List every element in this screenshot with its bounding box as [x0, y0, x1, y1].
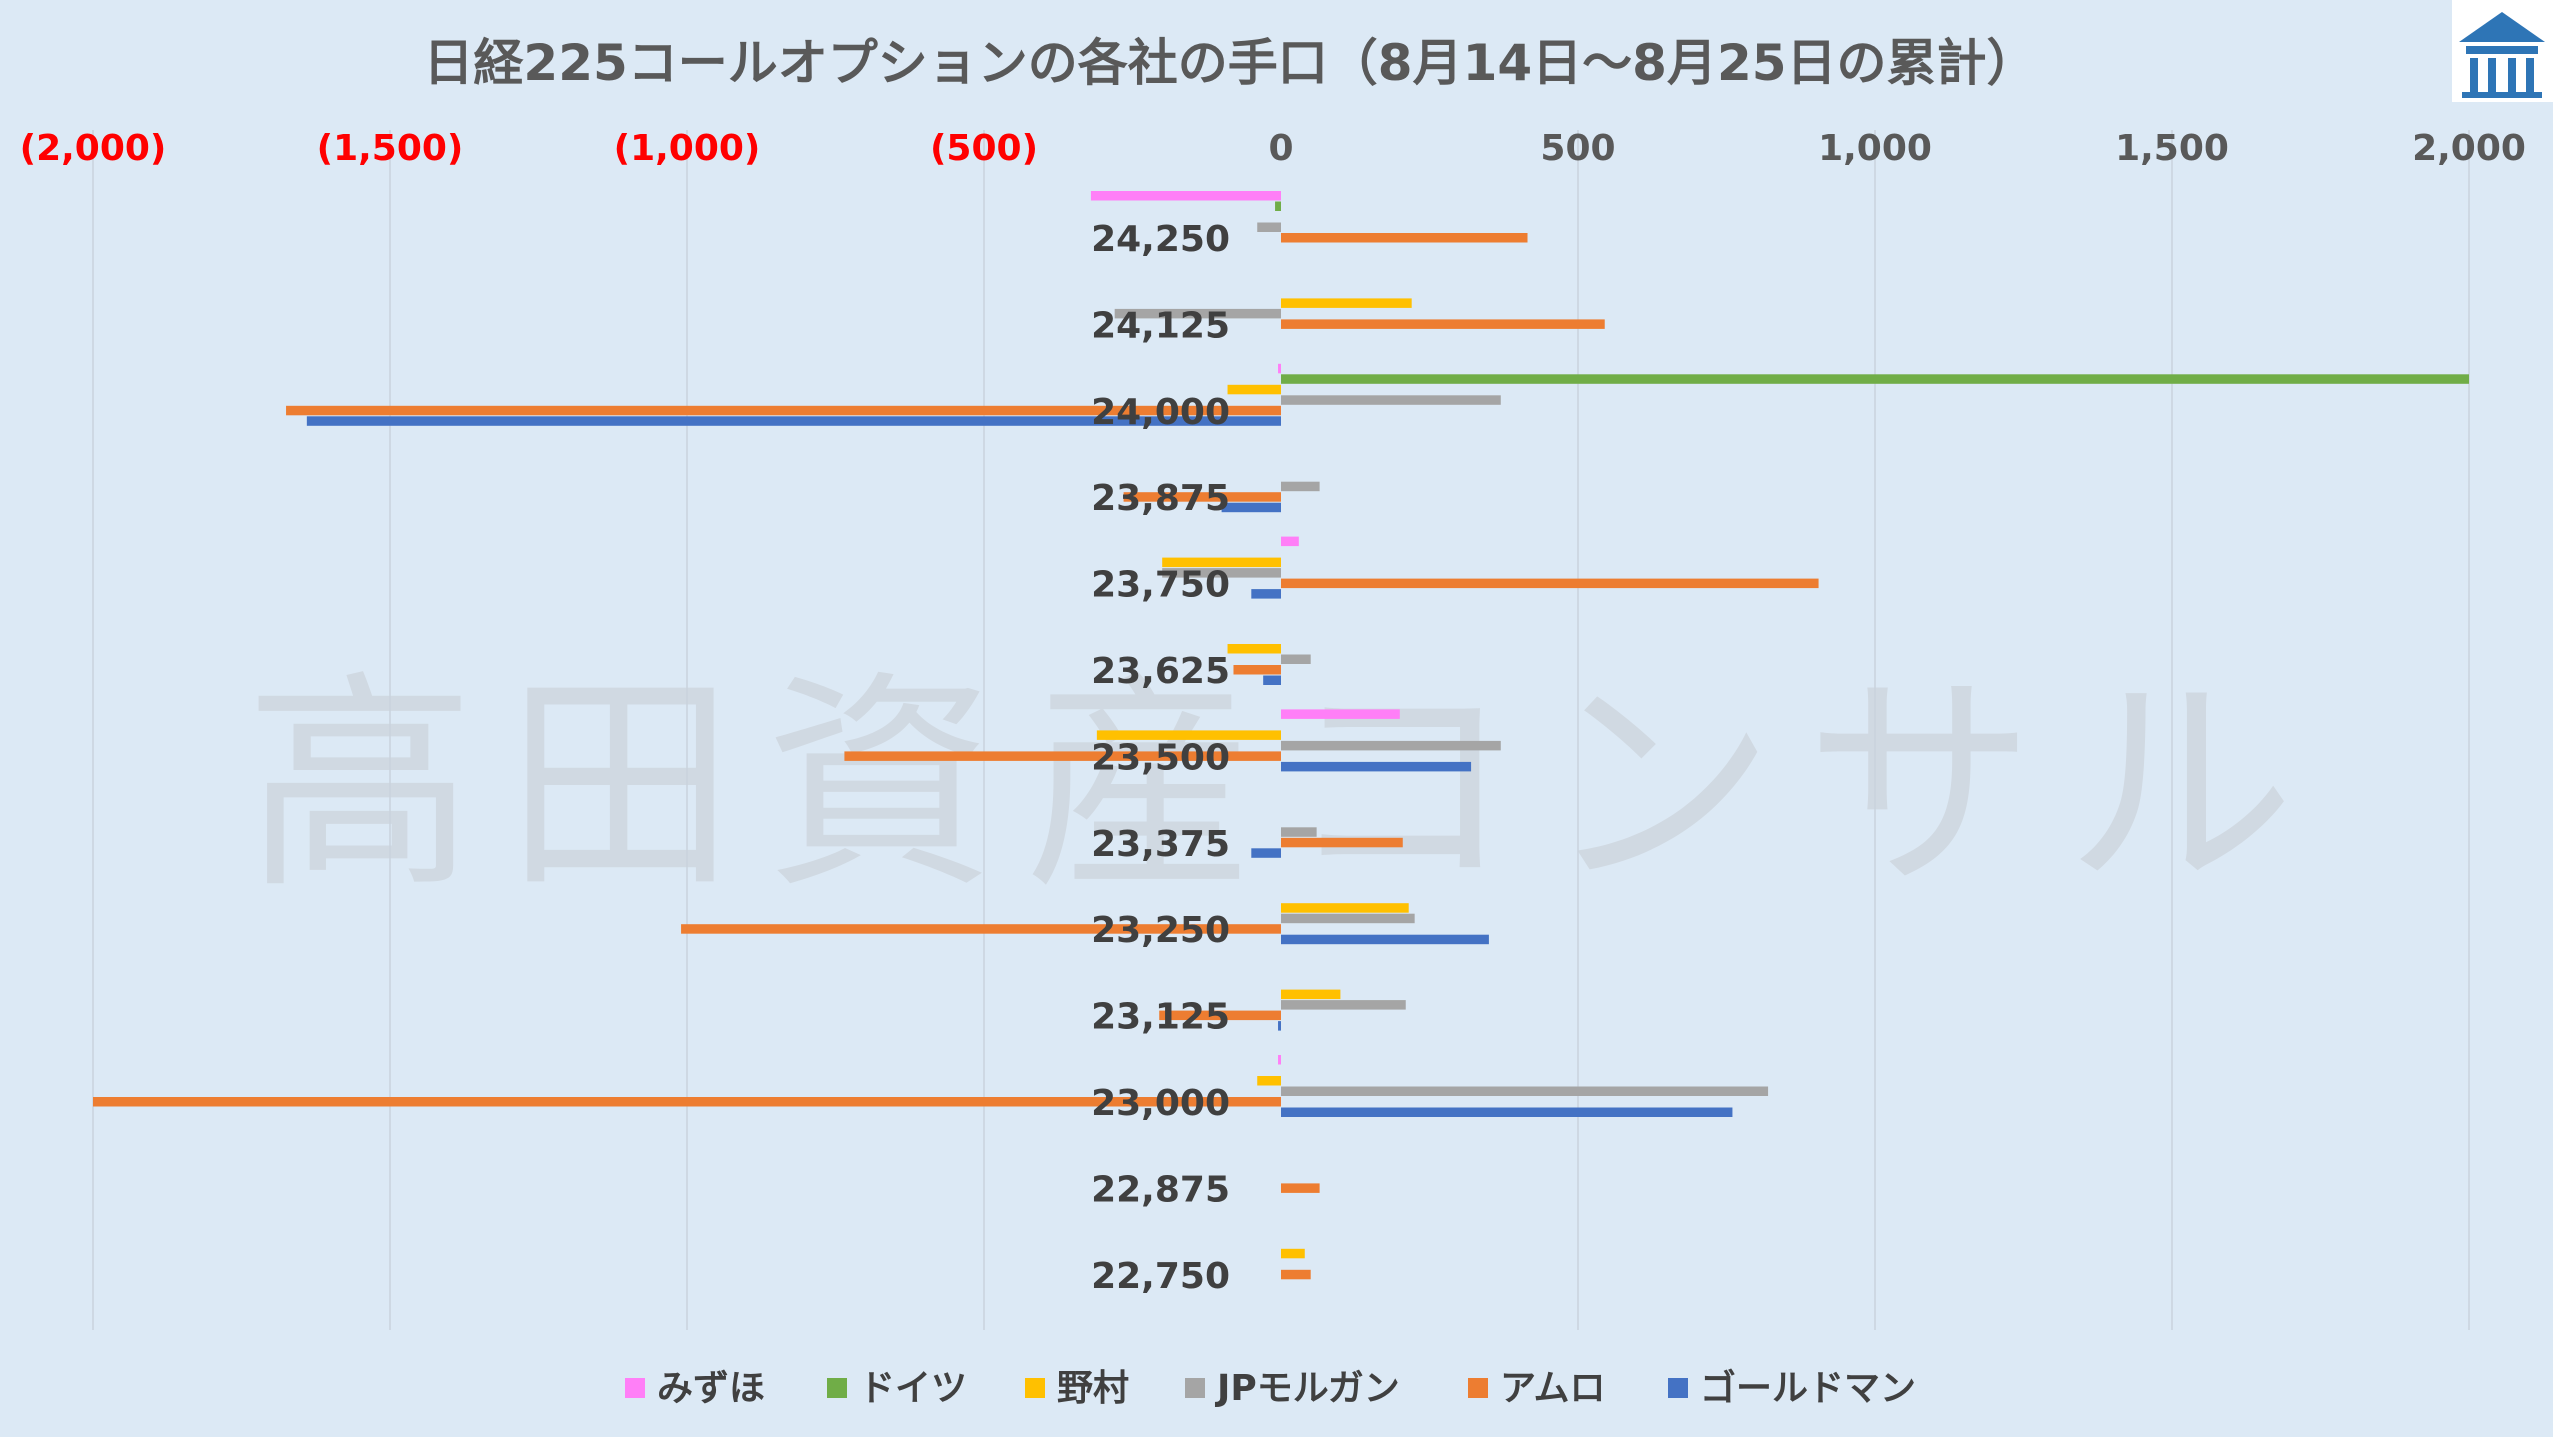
- x-tick-label: (1,500): [317, 128, 464, 169]
- chart-title: 日経225コールオプションの各社の手口（8月14日～8月25日の累計）: [423, 34, 2036, 92]
- bar: [1281, 837, 1403, 848]
- bar: [1281, 989, 1341, 1000]
- bar: [1227, 384, 1281, 395]
- bar: [1281, 1000, 1406, 1010]
- bar: [1281, 481, 1320, 492]
- bar: [1281, 761, 1472, 772]
- bar: [1221, 502, 1281, 513]
- x-tick-label: (1,000): [614, 128, 761, 169]
- bar: [1281, 740, 1501, 751]
- bar: [1281, 1107, 1733, 1117]
- legend-swatch: [1025, 1378, 1045, 1398]
- bar: [1281, 298, 1412, 308]
- bar: [1090, 191, 1281, 201]
- gridlines: [92, 130, 2470, 1330]
- category-label: 22,750: [1091, 1256, 1230, 1297]
- bar: [1281, 536, 1299, 547]
- bar: [1278, 1055, 1281, 1065]
- category-label: 24,000: [1091, 392, 1230, 433]
- legend: みずほ ドイツ 野村 JPモルガン アムロ ゴールドマン: [625, 1367, 1916, 1409]
- bar: [1257, 222, 1281, 232]
- bar: [1281, 709, 1400, 719]
- x-tick-label: (500): [930, 128, 1038, 169]
- category-label: 23,250: [1091, 910, 1230, 951]
- x-tick-label: 1,000: [1818, 128, 1932, 169]
- bar: [1281, 233, 1528, 243]
- bar: [1123, 492, 1281, 502]
- category-label: 23,875: [1091, 478, 1230, 519]
- legend-swatch: [625, 1378, 645, 1398]
- bar: [1159, 1010, 1281, 1021]
- bar: [1233, 665, 1281, 675]
- bar: [1251, 589, 1281, 599]
- category-label: 23,500: [1091, 737, 1230, 778]
- bar: [1257, 1076, 1281, 1086]
- bar: [681, 924, 1281, 934]
- bar: [1281, 934, 1489, 945]
- category-label: 24,250: [1091, 219, 1230, 260]
- category-label: 23,375: [1091, 824, 1230, 865]
- bar: [1096, 730, 1281, 740]
- bar: [844, 751, 1281, 761]
- category-label: 24,125: [1091, 305, 1230, 346]
- bar: [1281, 374, 2469, 384]
- bar: [1281, 578, 1819, 589]
- x-tick-label: 0: [1268, 128, 1293, 169]
- bar: [1281, 913, 1415, 924]
- category-label: 22,875: [1091, 1169, 1230, 1210]
- x-tick-label: (2,000): [20, 128, 167, 169]
- bar: [1251, 848, 1281, 858]
- bar: [1263, 675, 1281, 685]
- legend-swatch: [1468, 1378, 1488, 1398]
- x-tick-label: 500: [1540, 128, 1615, 169]
- logo-icon: [2452, 0, 2553, 102]
- legend-label: みずほ: [657, 1368, 765, 1409]
- bar: [1281, 903, 1409, 913]
- category-label: 23,000: [1091, 1083, 1230, 1124]
- bar: [1114, 308, 1281, 319]
- bar: [1278, 1021, 1281, 1031]
- legend-label: 野村: [1057, 1368, 1129, 1409]
- legend-label: JPモルガン: [1214, 1368, 1400, 1409]
- bar: [1281, 319, 1605, 329]
- bar: [1281, 1086, 1769, 1096]
- category-label: 23,750: [1091, 565, 1230, 606]
- bar: [1278, 363, 1281, 374]
- bar: [93, 1097, 1281, 1107]
- bar: [1281, 395, 1501, 405]
- category-label: 23,125: [1091, 997, 1230, 1038]
- bar: [1281, 1183, 1320, 1193]
- x-axis-ticks: (2,000) (1,500) (1,000) (500) 0 500 1,000 1,500…: [20, 128, 2526, 169]
- bar: [1281, 654, 1311, 664]
- x-tick-label: 1,500: [2115, 128, 2229, 169]
- x-tick-label: 2,000: [2412, 128, 2526, 169]
- legend-label: アムロ: [1500, 1368, 1605, 1409]
- legend-swatch: [1668, 1378, 1688, 1398]
- bar: [1281, 827, 1317, 837]
- bar: [1281, 1269, 1311, 1280]
- bar: [1227, 644, 1281, 654]
- watermark: 高田資産コンサル: [245, 653, 2325, 920]
- category-label: 23,625: [1091, 651, 1230, 692]
- legend-swatch: [827, 1378, 847, 1398]
- bar: [1162, 568, 1281, 578]
- legend-swatch: [1185, 1378, 1205, 1398]
- bars: [93, 191, 2469, 1280]
- bar: [1281, 1248, 1305, 1259]
- bar: [286, 405, 1281, 416]
- legend-label: ゴールドマン: [1700, 1367, 1916, 1409]
- legend-label: ドイツ: [859, 1368, 967, 1409]
- bar: [306, 416, 1282, 426]
- category-labels: 24,250 24,125 24,000 23,875 23,750 23,625 23,5…: [1091, 219, 1230, 1297]
- bar: [1162, 557, 1281, 568]
- bar: [1275, 201, 1281, 211]
